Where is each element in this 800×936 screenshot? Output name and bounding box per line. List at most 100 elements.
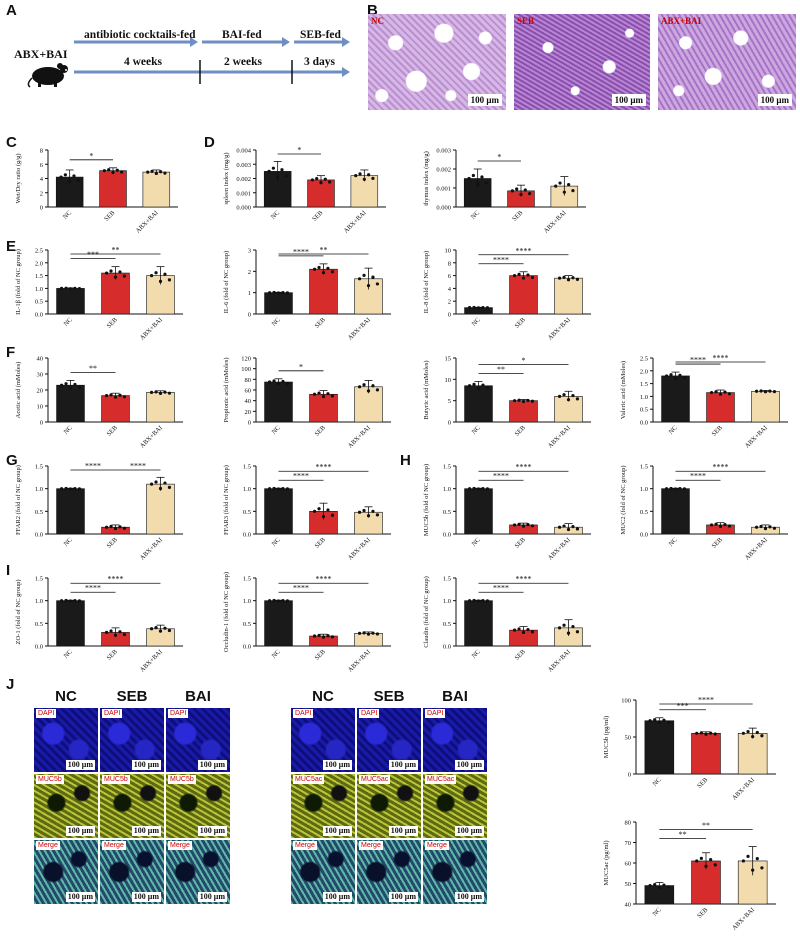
x-tick-label: ABX+BAI (547, 648, 572, 673)
bar (644, 720, 675, 775)
data-point (73, 382, 77, 387)
data-point (467, 599, 472, 603)
histology-label-abx-bai: ABX+BAI (661, 16, 702, 26)
data-point (526, 523, 530, 527)
data-point (751, 868, 755, 872)
chart-thymus-index: 0.000 0.001 0.002 0.003 thymus index (mg/g) N… (423, 148, 586, 235)
data-point (284, 174, 288, 178)
data-point (485, 599, 490, 603)
data-point (111, 170, 115, 175)
data-point (557, 525, 562, 529)
x-tick-label: NC (651, 776, 662, 787)
data-point (467, 487, 472, 491)
data-point (481, 598, 485, 603)
significance-label: **** (713, 463, 729, 472)
y-tick-label: 0 (248, 420, 251, 427)
bar (737, 732, 768, 775)
fluo-channel-label: Merge (293, 841, 317, 850)
data-point (519, 192, 523, 197)
bar (309, 268, 338, 315)
chart-ffar2: 0.0 0.5 1.0 1.5 FFAR2 (fold of NC group) NC SE… (15, 462, 183, 562)
data-point (158, 391, 163, 396)
x-tick-label: ABX+BAI (347, 424, 372, 449)
x-tick-label: NC (62, 209, 73, 220)
fluo-scale-bar: 100 μm (131, 760, 161, 770)
data-point (476, 386, 481, 391)
significance-label: **** (493, 584, 509, 593)
y-tick-label: 0.0 (443, 644, 451, 651)
data-point (366, 632, 371, 636)
data-point (167, 278, 172, 282)
data-point (571, 393, 575, 398)
chart-propionic-acid: 0 20 40 60 80 100 120 Propionic acid (mMoles) NC… (223, 356, 391, 450)
chart-wet-dry-ratio: 0 2 4 6 8 Wet/Dry ratio (g/g) NC SEB ABX+BAI * (15, 148, 178, 235)
data-point (521, 276, 526, 280)
data-point (517, 398, 521, 402)
data-point (281, 379, 285, 384)
data-point (64, 286, 68, 290)
data-point (64, 598, 68, 603)
data-point (109, 629, 113, 633)
fluo-channel-label: DAPI (102, 709, 123, 718)
data-point (566, 631, 571, 635)
chart-valeric-acid: 0.0 0.5 1.0 1.5 2.0 2.5 Valeric acid (mMoles) N… (620, 354, 788, 450)
data-point (154, 271, 158, 275)
data-point (763, 390, 768, 394)
data-point (571, 525, 575, 529)
data-point (104, 271, 109, 275)
data-point (530, 630, 535, 634)
y-tick-label: 1.5 (35, 273, 43, 280)
fluo-scale-bar: 100 μm (197, 826, 227, 836)
fluo-right-dapi-seb: DAPI 100 μm (357, 708, 421, 772)
bar (706, 392, 735, 423)
data-point (321, 271, 326, 275)
data-point (713, 863, 717, 867)
data-point (566, 398, 571, 402)
mouse-icon (27, 63, 68, 88)
y-tick-label: 0.0 (35, 644, 43, 651)
data-point (666, 720, 671, 724)
data-point (77, 599, 82, 603)
data-point (330, 270, 335, 274)
data-point (371, 509, 375, 513)
data-point (678, 373, 682, 377)
x-tick-label: SEB (314, 424, 328, 438)
fluo-header-left-bai: BAI (185, 688, 211, 705)
y-tick-label: 1.0 (243, 486, 251, 493)
bar (264, 488, 293, 535)
y-tick-label: 50 (625, 735, 632, 742)
fluo-scale-bar: 100 μm (322, 892, 352, 902)
significance-label: * (89, 151, 93, 160)
y-axis-label: Acetic acid (mMoles) (15, 362, 22, 419)
data-point (746, 730, 750, 734)
data-point (571, 276, 575, 280)
bar (464, 600, 493, 647)
y-tick-label: 10 (445, 377, 452, 384)
bar (307, 179, 335, 208)
x-tick-label: ABX+BAI (135, 209, 160, 234)
y-tick-label: 100 (241, 366, 251, 373)
y-tick-label: 4 (40, 176, 44, 183)
histology-scale-nc: 100 μm (467, 94, 502, 106)
data-point (718, 524, 723, 528)
data-point (709, 731, 713, 735)
fluo-right-muc5ac-seb: MUC5ac 100 μm (357, 774, 421, 838)
panel-label-d: D (204, 134, 215, 151)
histology-scale-abx-bai: 100 μm (757, 94, 792, 106)
fluo-left-dapi-nc: DAPI 100 μm (34, 708, 98, 772)
x-tick-label: SEB (514, 536, 528, 550)
y-tick-label: 1.0 (443, 486, 451, 493)
data-point (575, 277, 580, 281)
y-tick-label: 10 (37, 404, 44, 411)
y-tick-label: 0 (40, 420, 43, 427)
histology-image-nc: NC 100 μm (368, 14, 506, 110)
significance-label: **** (293, 584, 309, 593)
data-point (64, 382, 68, 386)
data-point (517, 522, 521, 526)
data-point (512, 523, 517, 527)
y-axis-label: MUC5b (fold of NC group) (423, 464, 430, 536)
data-point (317, 265, 321, 270)
x-tick-label: ABX+BAI (547, 316, 572, 341)
data-point (648, 719, 652, 723)
data-point (104, 394, 109, 398)
